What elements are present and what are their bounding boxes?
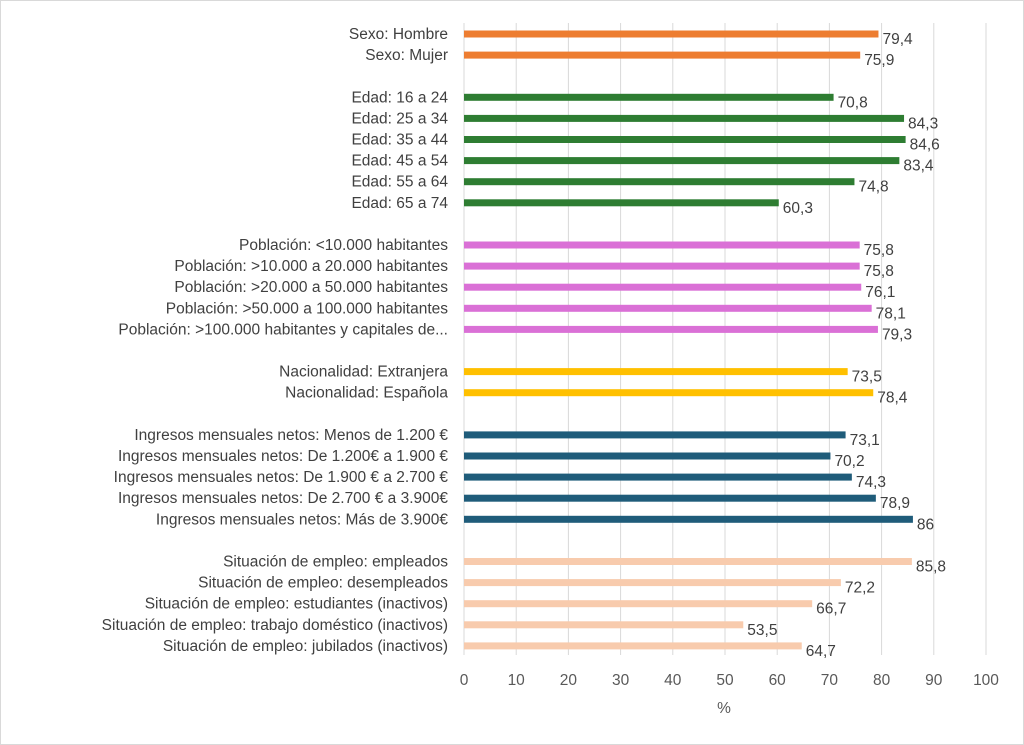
bar — [464, 368, 848, 376]
category-label: Ingresos mensuales netos: Más de 3.900€ — [156, 511, 448, 528]
bar — [464, 600, 813, 608]
bar — [464, 114, 905, 122]
category-label: Ingresos mensuales netos: De 1.200€ a 1.… — [118, 448, 448, 465]
category-label: Población: <10.000 habitantes — [239, 237, 448, 254]
data-label: 85,8 — [916, 559, 946, 576]
data-label: 74,8 — [858, 179, 888, 196]
bar — [464, 157, 900, 165]
x-tick-label: 0 — [460, 672, 469, 689]
bar — [464, 283, 862, 291]
data-label: 86 — [917, 516, 934, 533]
data-label: 70,2 — [834, 453, 864, 470]
x-tick-label: 80 — [873, 672, 891, 689]
category-label: Sexo: Hombre — [349, 26, 448, 43]
bar — [464, 199, 779, 207]
category-label: Situación de empleo: trabajo doméstico (… — [102, 617, 448, 634]
data-label: 84,6 — [910, 137, 940, 154]
bar — [464, 325, 878, 333]
bar — [464, 262, 860, 270]
category-label: Situación de empleo: jubilados (inactivo… — [163, 638, 448, 655]
category-label: Edad: 25 a 34 — [351, 110, 448, 127]
bar — [464, 452, 831, 460]
bar — [464, 515, 913, 523]
category-label: Ingresos mensuales netos: Menos de 1.200… — [134, 427, 448, 444]
category-label: Edad: 45 a 54 — [351, 153, 448, 170]
category-label: Edad: 65 a 74 — [351, 195, 448, 212]
data-label: 73,5 — [852, 369, 882, 386]
category-label: Población: >50.000 a 100.000 habitantes — [166, 300, 448, 317]
category-label: Situación de empleo: empleados — [223, 554, 448, 571]
data-label: 79,3 — [882, 326, 912, 343]
bar — [464, 473, 852, 481]
bar — [464, 30, 879, 38]
x-tick-label: 40 — [664, 672, 682, 689]
data-label: 74,3 — [856, 474, 886, 491]
x-tick-label: 10 — [508, 672, 526, 689]
category-label: Situación de empleo: desempleados — [198, 575, 448, 592]
bar — [464, 241, 860, 249]
bar — [464, 178, 855, 186]
bar — [464, 621, 744, 629]
data-label: 76,1 — [865, 284, 895, 301]
bar — [464, 51, 861, 59]
category-label: Sexo: Mujer — [365, 47, 448, 64]
x-tick-label: 20 — [560, 672, 578, 689]
category-label: Edad: 16 a 24 — [351, 89, 448, 106]
data-label: 78,1 — [876, 305, 906, 322]
category-label: Población: >10.000 a 20.000 habitantes — [174, 258, 448, 275]
bar — [464, 558, 912, 565]
category-label: Situación de empleo: estudiantes (inacti… — [145, 596, 448, 613]
category-label: Edad: 55 a 64 — [351, 174, 448, 191]
bar — [464, 389, 874, 397]
data-label: 72,2 — [845, 580, 875, 597]
data-label: 79,4 — [882, 31, 913, 48]
bar — [464, 136, 906, 143]
category-label: Nacionalidad: Española — [285, 385, 448, 402]
bar — [464, 93, 834, 101]
category-label: Población: >20.000 a 50.000 habitantes — [174, 279, 448, 296]
category-labels: Sexo: Hombre Sexo: Mujer Edad: 16 a 24 Edad… — [102, 26, 449, 655]
bar — [464, 579, 841, 587]
x-tick-label: 60 — [769, 672, 787, 689]
x-tick-label: 100 — [973, 672, 999, 689]
data-label: 75,8 — [864, 242, 894, 259]
data-label: 73,1 — [850, 432, 880, 449]
data-label: 66,7 — [816, 601, 846, 618]
x-tick-label: 90 — [925, 672, 943, 689]
category-label: Población: >100.000 habitantes y capital… — [118, 321, 448, 338]
bar — [464, 304, 872, 312]
data-label: 78,9 — [880, 495, 910, 512]
data-label: 64,7 — [806, 643, 836, 660]
x-tick-label: 50 — [716, 672, 734, 689]
data-label: 70,8 — [838, 94, 868, 111]
gridlines — [463, 23, 987, 655]
value-labels: 79,4 75,9 70,8 84,3 84,6 83,4 74,8 60,3 75,8 75,8… — [747, 31, 946, 660]
bar — [464, 642, 802, 650]
bars — [464, 30, 913, 650]
x-axis-title: % — [717, 700, 731, 717]
bar — [464, 494, 876, 502]
data-label: 78,4 — [877, 390, 908, 407]
category-label: Ingresos mensuales netos: De 1.900 € a 2… — [114, 469, 449, 486]
data-label: 84,3 — [908, 115, 938, 132]
x-axis-ticks: 0 10 20 30 40 50 60 70 80 90 100 — [460, 672, 1000, 689]
data-label: 75,9 — [864, 52, 894, 69]
data-label: 83,4 — [903, 158, 934, 175]
data-label: 75,8 — [864, 263, 894, 280]
bar — [464, 431, 846, 439]
category-label: Ingresos mensuales netos: De 2.700 € a 3… — [118, 490, 448, 507]
data-label: 60,3 — [783, 200, 813, 217]
data-label: 53,5 — [747, 622, 777, 639]
x-tick-label: 30 — [612, 672, 630, 689]
category-label: Edad: 35 a 44 — [351, 132, 448, 149]
category-label: Nacionalidad: Extranjera — [279, 364, 448, 381]
x-tick-label: 70 — [821, 672, 839, 689]
